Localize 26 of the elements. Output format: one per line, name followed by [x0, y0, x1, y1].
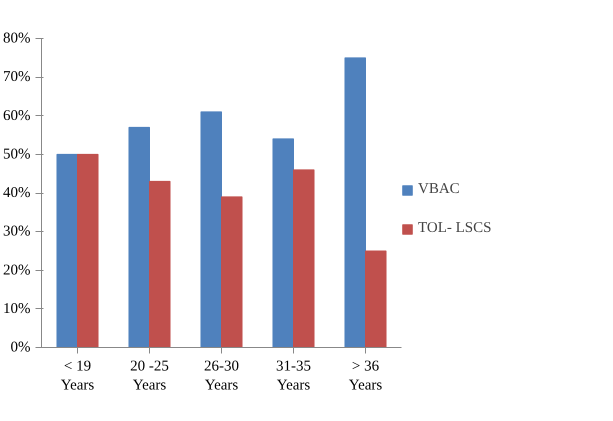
y-tick-label: 50% — [3, 146, 31, 162]
y-tick-label: 80% — [3, 30, 31, 46]
y-tick-label: 20% — [3, 262, 31, 278]
y-tick-label: 70% — [3, 69, 31, 86]
x-tick-label: < 19 Years — [60, 358, 94, 394]
bar — [128, 126, 150, 348]
x-tick-label: > 36 Years — [348, 358, 382, 394]
bar — [77, 154, 99, 348]
x-tick-label: 20 -25 Years — [130, 358, 169, 394]
y-tick-label: 40% — [3, 185, 31, 201]
y-tick-label: 0% — [10, 340, 31, 356]
bar — [200, 111, 222, 348]
bar — [56, 154, 78, 348]
bar — [272, 138, 294, 348]
bar — [221, 196, 243, 348]
bar — [365, 250, 387, 348]
y-tick-label: 60% — [3, 108, 31, 124]
bar — [344, 57, 366, 348]
y-tick-label: 30% — [3, 224, 31, 240]
legend-label: VBAC — [418, 181, 460, 198]
bar — [293, 169, 315, 348]
y-tick-label: 10% — [3, 300, 31, 317]
x-tick-label: 26-30 Years — [204, 358, 239, 394]
bar — [149, 180, 171, 348]
x-tick-label: 31-35 Years — [276, 358, 311, 394]
legend-label: TOL- LSCS — [418, 220, 492, 237]
